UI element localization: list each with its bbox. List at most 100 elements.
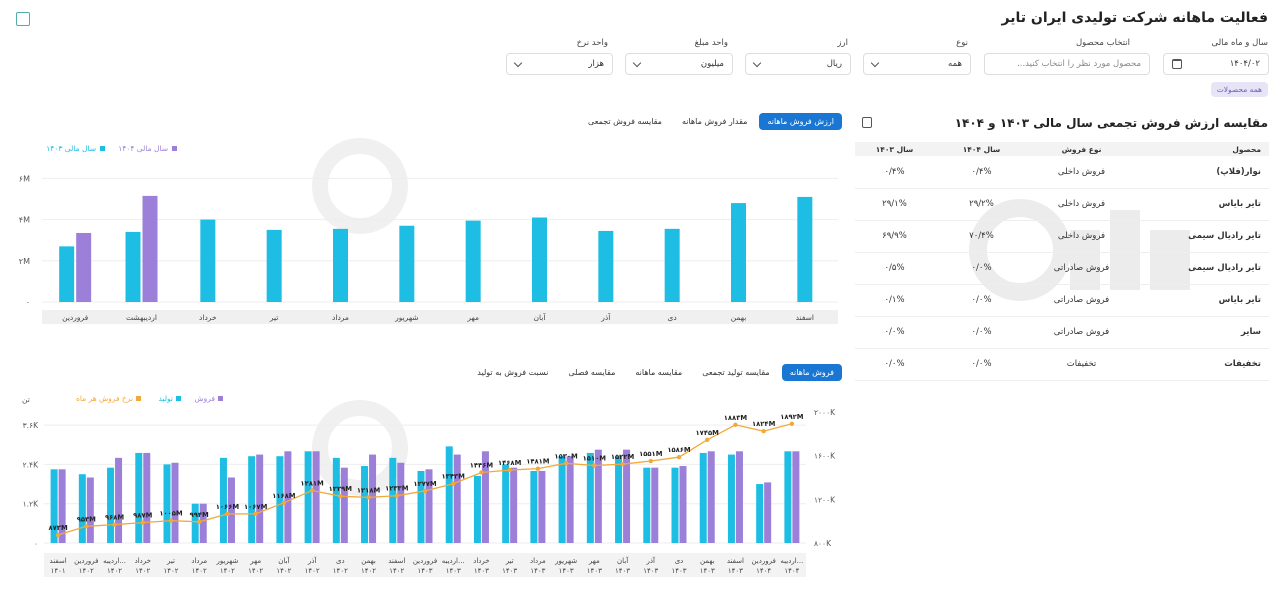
x-tick-label: شهریور <box>394 313 418 322</box>
cell-sale-type: فروش صادراتی <box>1029 252 1134 285</box>
rate-data-label: ۸۷۳M <box>49 524 68 532</box>
x-tick-year: ۱۴۰۳ <box>446 567 461 575</box>
rate-unit-value: هزار <box>588 59 604 69</box>
cell-sale-type: فروش داخلی <box>1029 188 1134 221</box>
tab-monthly-compare[interactable]: مقایسه ماهانه <box>635 368 683 377</box>
rate-data-label: ۱۰۰۵M <box>159 510 183 518</box>
tab-monthly-sales-quantity[interactable]: مقدار فروش ماهانه <box>681 117 748 126</box>
tab-cumulative-sales-compare[interactable]: مقایسه فروش تجمعی <box>588 117 662 126</box>
cell-product: تخفیفات <box>1134 348 1269 381</box>
bar-1403 <box>399 225 415 302</box>
rate-data-label: ۱۴۶۸M <box>498 459 522 467</box>
bottom-chart-tabs: فروش ماهانه مقایسه تولید تجمعی مقایسه ما… <box>464 364 842 381</box>
x-tick-label: آبان <box>278 556 290 565</box>
rate-point <box>366 495 371 500</box>
rate-unit-label: واحد نرخ <box>576 38 608 48</box>
currency-select[interactable]: ریال <box>745 53 851 75</box>
rate-point <box>705 437 710 443</box>
table-row: تخفیفات تخفیفات ۰/۰% ۰/۰% <box>855 348 1269 381</box>
cell-product: تایر رادیال سیمی <box>1134 220 1269 253</box>
rate-unit-select[interactable]: هزار <box>506 53 613 75</box>
tab-sales-production-ratio[interactable]: نسبت فروش به تولید <box>477 368 549 377</box>
all-products-tag[interactable]: همه محصولات <box>1210 82 1268 97</box>
cell-1403: ۲۹/۱% <box>855 188 934 221</box>
x-tick-label: اردیبه... <box>780 557 803 565</box>
rate-data-label: ۱۰۶۶M <box>216 503 240 511</box>
bar-production <box>530 470 538 543</box>
tab-monthly-sales-value[interactable]: ارزش فروش ماهانه <box>759 113 842 130</box>
bar-sales <box>171 462 179 543</box>
col-sale-type: نوع فروش <box>1029 142 1134 156</box>
type-select[interactable]: همه <box>863 53 971 75</box>
x-tick-year: ۱۴۰۳ <box>700 567 715 575</box>
legend-label: تولید <box>159 394 173 403</box>
x-tick-label: خرداد <box>199 313 217 322</box>
rate-data-label: ۹۹۴M <box>190 511 209 519</box>
rate-data-label: ۹۶۸M <box>105 514 124 522</box>
legend-swatch <box>176 396 181 401</box>
x-tick-year: ۱۴۰۱ <box>51 567 66 575</box>
cell-product: تایر بایاس <box>1134 188 1269 221</box>
cell-1404: ۷۰/۴% <box>934 220 1029 253</box>
cell-1403: ۰/۱% <box>855 284 934 317</box>
cell-1403: ۰/۰% <box>855 316 934 349</box>
y-axis-unit: تن <box>22 395 30 404</box>
product-select[interactable]: محصول مورد نظر را انتخاب کنید... <box>984 53 1150 75</box>
tab-cumulative-production[interactable]: مقایسه تولید تجمعی <box>702 368 770 377</box>
y-right-tick-label: ۸۰۰K <box>814 539 832 548</box>
rate-point <box>253 511 258 517</box>
table-title: مقایسه ارزش فروش تجمعی سال مالی ۱۴۰۳ و ۱… <box>954 116 1268 130</box>
export-icon[interactable] <box>862 117 872 128</box>
bar-1403 <box>266 229 282 302</box>
bar-sales <box>115 457 123 543</box>
legend-swatch <box>218 396 223 401</box>
amount-unit-select[interactable]: میلیون <box>625 53 733 75</box>
x-tick-year: ۱۴۰۲ <box>107 567 122 575</box>
rate-data-label: ۱۵۳۰M <box>554 452 578 460</box>
bar-sales <box>58 469 66 543</box>
export-icon[interactable] <box>16 12 30 26</box>
cell-sale-type: تخفیفات <box>1029 348 1134 381</box>
bar-production <box>473 475 481 543</box>
cell-sale-type: فروش داخلی <box>1029 220 1134 253</box>
bar-sales <box>510 467 518 543</box>
rate-data-label: ۱۱۶۸M <box>272 492 296 500</box>
cell-1403: ۰/۴% <box>855 156 934 189</box>
rate-data-label: ۱۴۸۱M <box>526 458 550 466</box>
bar-sales <box>86 477 94 543</box>
amount-unit-value: میلیون <box>700 59 724 69</box>
x-tick-label: دی <box>668 313 677 322</box>
bar-production <box>191 503 199 543</box>
rate-point <box>761 429 766 434</box>
rate-point <box>338 493 343 499</box>
rate-point <box>620 461 625 467</box>
rate-data-label: ۹۸۷M <box>133 512 152 520</box>
x-tick-label: فروردین <box>751 557 775 565</box>
type-value: همه <box>948 59 962 69</box>
bar-production <box>332 457 340 543</box>
page-title: فعالیت ماهانه شرکت تولیدی ایران تایر <box>1001 10 1268 26</box>
x-tick-label: دی <box>336 557 345 565</box>
rate-point <box>451 481 456 486</box>
rate-point <box>225 511 230 517</box>
bar-production <box>784 451 792 543</box>
bar-sales <box>312 451 320 543</box>
tab-monthly-sales[interactable]: فروش ماهانه <box>781 364 842 381</box>
x-tick-year: ۱۴۰۳ <box>671 567 686 575</box>
cell-product: سایر <box>1134 316 1269 349</box>
bar-production <box>361 466 369 543</box>
y-tick-label: ۶M <box>19 174 30 183</box>
bar-production <box>276 456 284 543</box>
bar-1403 <box>598 230 614 302</box>
bar-production <box>304 451 312 543</box>
x-tick-label: خرداد <box>473 557 489 565</box>
x-tick-label: اسفند <box>727 557 744 565</box>
bar-sales <box>143 452 151 543</box>
x-tick-year: ۱۴۰۴ <box>756 567 771 575</box>
rate-point <box>676 454 682 460</box>
year-month-field[interactable]: ۱۴۰۴/۰۲ <box>1163 53 1269 75</box>
x-tick-year: ۱۴۰۲ <box>333 567 348 575</box>
tab-seasonal-compare[interactable]: مقایسه فصلی <box>568 368 616 377</box>
x-tick-year: ۱۴۰۳ <box>728 567 743 575</box>
bar-production <box>417 470 425 543</box>
